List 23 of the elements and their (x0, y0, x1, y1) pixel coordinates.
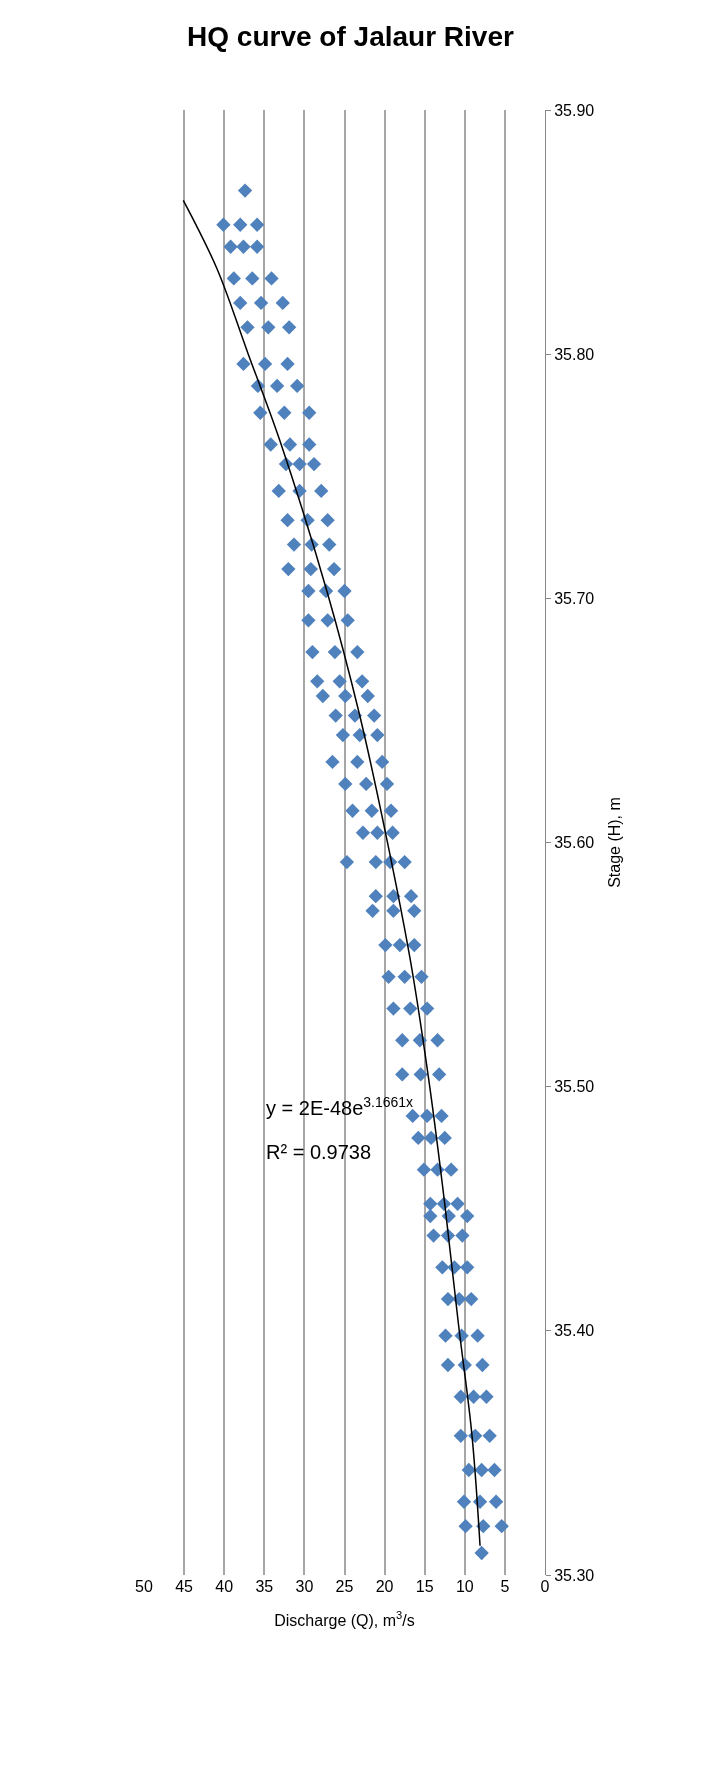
y-tick-label: 35.40 (554, 1322, 595, 1340)
y-tick-label: 35.60 (554, 834, 595, 852)
x-tick-label: 5 (500, 1578, 510, 1595)
x-tick-label: 45 (175, 1578, 194, 1595)
x-tick-label: 20 (375, 1578, 394, 1595)
x-tick-label: 15 (415, 1578, 434, 1595)
x-tick-label: 35 (255, 1578, 274, 1595)
y-tick-label: 35.70 (554, 589, 595, 607)
annotation: R² = 0.9738 (266, 1141, 372, 1163)
y-axis-title: Stage (H), m (606, 797, 624, 888)
x-tick-label: 40 (215, 1578, 234, 1595)
annotation: y = 2E-48e$^{3.1661x}$ (266, 1094, 414, 1120)
x-tick-label: 25 (335, 1578, 354, 1595)
x-tick-label: 0 (540, 1578, 550, 1595)
chart-title: HQ curve of Jalaur River (187, 21, 514, 53)
x-tick-label: 10 (455, 1578, 474, 1595)
x-axis-title: Discharge (Q), m$^{3}$/s (274, 1608, 415, 1629)
y-tick-label: 35.80 (554, 345, 595, 363)
x-tick-label: 30 (295, 1578, 314, 1595)
y-tick-label: 35.50 (554, 1078, 595, 1096)
y-tick-label: 35.30 (554, 1566, 595, 1584)
x-tick-label: 50 (135, 1578, 153, 1595)
y-tick-label: 35.90 (554, 101, 595, 119)
